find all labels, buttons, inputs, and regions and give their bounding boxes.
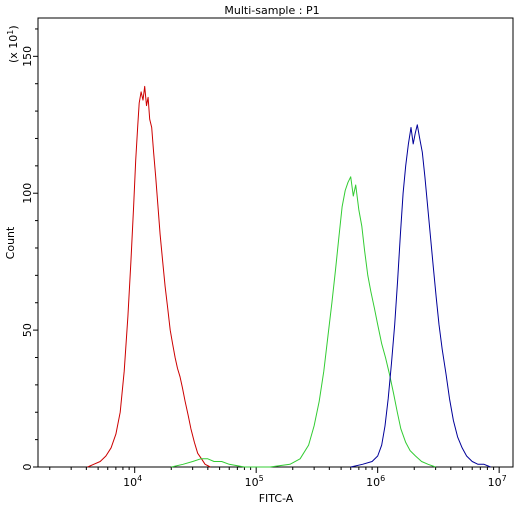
series-blue-line	[350, 124, 491, 468]
x-axis: 104 105 106 107	[49, 467, 507, 489]
y-axis: 0 50 100 150	[21, 28, 38, 471]
series-layer	[87, 85, 491, 468]
plot-frame	[37, 17, 514, 468]
x-axis-label: FITC-A	[259, 492, 294, 505]
y-tick-label: 150	[21, 46, 34, 67]
y-tick-label: 50	[21, 323, 34, 337]
y-tick-label: 100	[21, 183, 34, 204]
x-tick-label: 107	[488, 474, 507, 489]
chart-title: Multi-sample : P1	[224, 4, 319, 17]
x-tick-label: 104	[123, 474, 142, 489]
series-red-line	[87, 85, 211, 468]
y-tick-label: 0	[21, 464, 34, 471]
x-tick-label: 105	[245, 474, 264, 489]
y-axis-label: Count	[4, 226, 17, 259]
x-tick-label: 106	[366, 474, 385, 489]
y-multiplier-label: (x 101)	[6, 25, 20, 63]
series-green-line	[171, 176, 436, 468]
